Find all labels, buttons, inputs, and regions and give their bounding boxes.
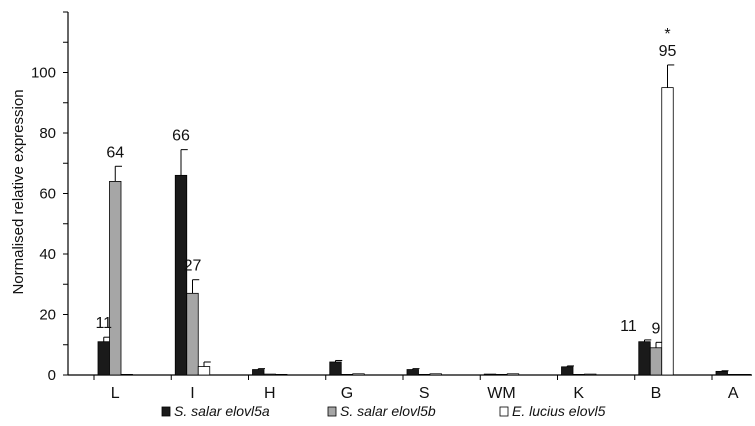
- y-tick-label: 80: [39, 125, 56, 142]
- bar: [429, 373, 442, 376]
- bar: [406, 369, 419, 376]
- data-label: 95: [659, 43, 677, 60]
- y-axis-label: Normalised relative expression: [10, 89, 27, 294]
- x-tick-label: L: [111, 385, 120, 402]
- bar: [561, 366, 574, 376]
- y-tick-label: 0: [48, 367, 56, 384]
- legend-entry: S. salar elovl5b: [340, 403, 436, 419]
- data-labels: 11 66 11 64 27 9 95*: [95, 26, 676, 337]
- data-label: 27: [184, 258, 202, 275]
- y-tick-label: 100: [31, 65, 56, 82]
- bar: [738, 373, 751, 376]
- x-tick-label: K: [573, 385, 584, 402]
- bar: [727, 373, 740, 376]
- bar: [252, 369, 265, 376]
- data-label: 11: [620, 318, 637, 335]
- y-tick-label: 20: [39, 307, 56, 324]
- bars: [97, 64, 751, 376]
- bar: [418, 373, 431, 376]
- bar: [483, 373, 497, 376]
- y-tick-label: 60: [39, 186, 56, 203]
- bar: [649, 347, 663, 376]
- y-tick-label: 40: [39, 246, 56, 263]
- bar: [186, 292, 199, 376]
- bar: [340, 373, 354, 376]
- legend-swatch: [161, 406, 171, 417]
- data-label: 66: [172, 128, 190, 145]
- bar: [120, 373, 133, 376]
- bar: [109, 180, 122, 376]
- data-label: 64: [106, 144, 124, 161]
- x-tick-label: A: [728, 385, 739, 402]
- bar: [275, 373, 288, 376]
- bar: [638, 341, 651, 376]
- bar: [661, 87, 674, 376]
- significance-marker: *: [664, 26, 670, 43]
- legend: S. salar elovl5a S. salar elovl5b E. luciu…: [161, 403, 606, 419]
- bar: [352, 373, 365, 376]
- x-tick-label: WM: [487, 385, 515, 402]
- bar: [715, 370, 728, 376]
- data-label: 9: [652, 320, 661, 337]
- data-label: 11: [95, 315, 112, 332]
- legend-entry: S. salar elovl5a: [174, 403, 270, 419]
- legend-entry: E. lucius elovl5: [512, 403, 606, 419]
- bar: [174, 174, 188, 376]
- bar: [197, 366, 211, 376]
- bar: [495, 373, 508, 376]
- x-tick-label: S: [419, 385, 430, 402]
- bar: [572, 373, 585, 376]
- x-tick-label: I: [190, 385, 194, 402]
- x-tick-label: G: [341, 385, 353, 402]
- x-tick-label: H: [264, 385, 276, 402]
- bar: [97, 341, 110, 376]
- bar: [506, 373, 520, 376]
- legend-swatch: [499, 406, 509, 417]
- bar: [584, 373, 597, 376]
- bar: [329, 361, 342, 376]
- legend-swatch: [327, 406, 337, 417]
- bar: [263, 373, 276, 376]
- x-tick-label: B: [651, 385, 662, 402]
